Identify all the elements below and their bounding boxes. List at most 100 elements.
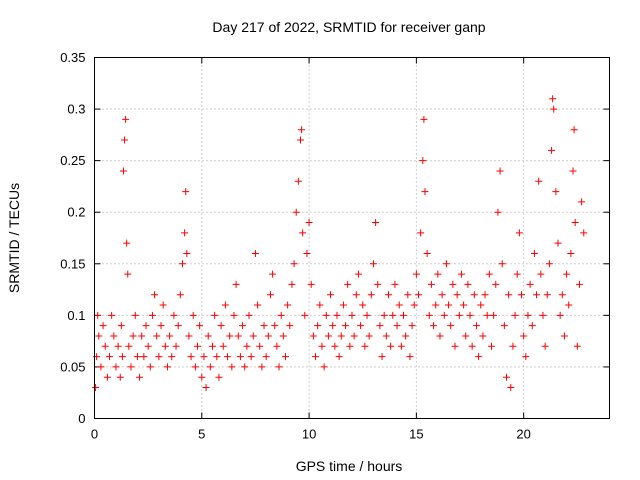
data-point: [400, 311, 407, 319]
data-point: [191, 363, 199, 371]
data-point: [438, 291, 446, 299]
data-point: [99, 322, 107, 330]
data-point: [455, 311, 463, 319]
data-point: [277, 311, 285, 319]
data-point: [108, 311, 116, 319]
data-point: [518, 291, 526, 299]
data-point: [118, 353, 126, 361]
data-point: [472, 322, 480, 330]
grid-lines: [94, 57, 610, 419]
data-point: [122, 115, 130, 123]
data-point: [101, 342, 109, 350]
data-point: [511, 311, 519, 319]
y-tick-label: 0.35: [60, 50, 85, 65]
data-point: [163, 363, 171, 371]
y-tick-label: 0.1: [67, 308, 85, 323]
data-point: [537, 270, 545, 278]
data-point: [114, 342, 122, 350]
x-tick-label: 5: [198, 427, 205, 442]
data-point: [271, 322, 279, 330]
data-point: [565, 301, 573, 309]
data-point: [232, 280, 240, 288]
data-point: [369, 260, 377, 268]
data-point: [487, 342, 495, 350]
data-point: [142, 322, 150, 330]
x-axis-label: GPS time / hours: [296, 458, 403, 474]
data-point: [103, 373, 111, 381]
data-point: [254, 301, 262, 309]
data-point: [570, 126, 578, 134]
y-tick-label: 0.15: [60, 256, 85, 271]
data-point: [119, 167, 127, 175]
data-point: [320, 363, 328, 371]
data-point: [395, 301, 403, 309]
data-point: [97, 363, 105, 371]
data-point: [136, 373, 144, 381]
data-point: [348, 311, 356, 319]
data-point: [382, 332, 390, 340]
data-point: [481, 291, 489, 299]
data-point: [196, 322, 204, 330]
data-point: [468, 342, 476, 350]
data-point: [526, 280, 534, 288]
y-axis-ticks: 0 0.05 0.1 0.15 0.2 0.25 0.3 0.35: [60, 50, 610, 426]
data-point: [224, 353, 232, 361]
data-point: [275, 363, 283, 371]
data-point: [522, 353, 530, 361]
data-point: [415, 291, 423, 299]
data-point: [513, 270, 521, 278]
data-point: [273, 342, 281, 350]
data-point: [153, 332, 161, 340]
data-point: [303, 249, 311, 257]
data-point: [299, 229, 307, 237]
data-point: [453, 291, 461, 299]
data-point: [226, 332, 234, 340]
data-point: [352, 291, 360, 299]
data-point: [251, 249, 259, 257]
data-point: [298, 126, 306, 134]
data-point: [281, 353, 289, 361]
chart-title: Day 217 of 2022, SRMTID for receiver gan…: [212, 19, 485, 35]
data-point: [260, 322, 268, 330]
data-point: [503, 373, 510, 381]
data-point: [140, 353, 148, 361]
data-point: [245, 311, 253, 319]
x-axis-ticks: 0 5 10 15 20: [91, 57, 531, 442]
data-point: [556, 311, 564, 319]
data-point: [339, 301, 347, 309]
data-point: [95, 332, 103, 340]
data-point: [168, 353, 176, 361]
data-point: [500, 322, 508, 330]
data-point: [215, 373, 223, 381]
data-point: [372, 219, 380, 227]
data-point: [524, 311, 532, 319]
data-point: [384, 291, 392, 299]
data-point: [256, 342, 264, 350]
data-point: [464, 280, 472, 288]
data-point: [430, 322, 438, 330]
data-point: [209, 342, 217, 350]
data-point: [312, 353, 320, 361]
data-point: [397, 342, 405, 350]
data-point: [131, 311, 139, 319]
data-point: [417, 229, 425, 237]
data-point: [213, 353, 221, 361]
data-point: [146, 363, 154, 371]
data-point: [198, 373, 206, 381]
data-point: [402, 332, 410, 340]
data-point: [410, 301, 418, 309]
data-point: [159, 301, 167, 309]
data-point: [286, 322, 294, 330]
data-point: [462, 332, 470, 340]
data-point: [475, 353, 483, 361]
data-point: [569, 167, 577, 175]
data-point: [127, 363, 135, 371]
data-point: [419, 157, 427, 165]
data-point: [243, 342, 251, 350]
data-point: [327, 291, 335, 299]
data-point: [309, 332, 317, 340]
data-point: [490, 311, 498, 319]
data-point: [217, 322, 225, 330]
data-point: [389, 311, 397, 319]
data-point: [344, 280, 352, 288]
